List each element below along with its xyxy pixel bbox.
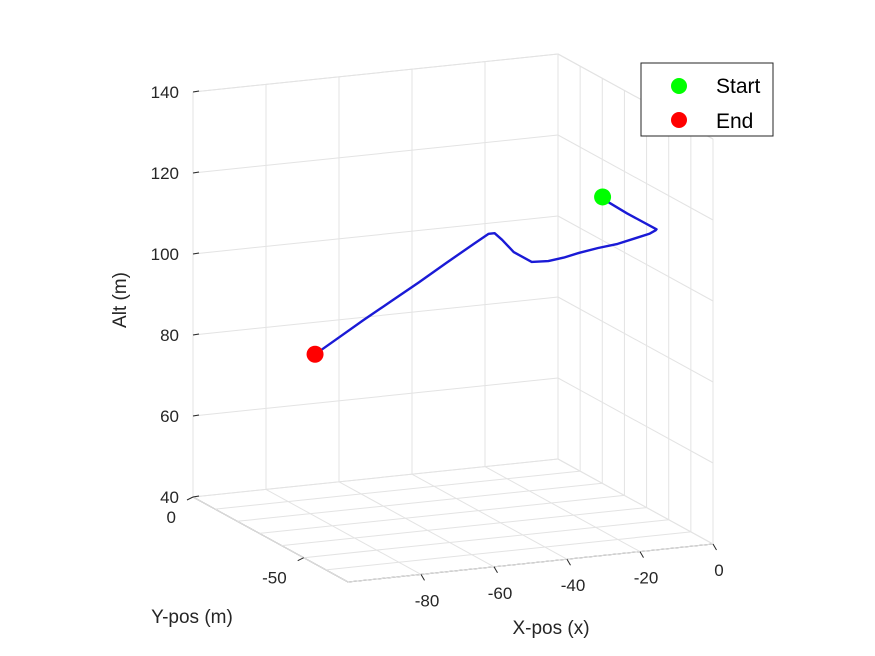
back-wall-gridline-z	[192, 134, 559, 174]
floor-gridline-y	[281, 507, 647, 547]
legend-entry-start: Start	[671, 75, 761, 98]
z-tick-label: 140	[151, 83, 179, 102]
y-tick-label: 0	[167, 508, 176, 527]
floor-gridline-x	[192, 496, 349, 583]
side-wall-gridline-z	[557, 458, 714, 545]
end-point-marker	[306, 345, 324, 363]
z-tick-mark	[192, 333, 200, 336]
data-markers	[306, 188, 612, 363]
floor-gridline-x	[484, 466, 641, 553]
floor-gridline-x	[411, 473, 568, 560]
y-tick-label: -50	[262, 569, 287, 588]
z-axis-tick-labels: 40 60 80 100 120 140	[151, 83, 179, 507]
legend-end-label: End	[716, 110, 753, 133]
floor-gridline-y	[303, 519, 669, 559]
side-wall-gridline-z	[557, 296, 714, 383]
x-tick-label: 0	[714, 561, 723, 580]
floor-gridline-y	[259, 494, 625, 534]
legend: Start End	[640, 62, 774, 137]
z-tick-label: 80	[160, 326, 179, 345]
x-tick-mark	[493, 566, 498, 574]
z-tick-label: 60	[160, 407, 179, 426]
floor-gridline-y	[325, 531, 691, 571]
x-tick-mark	[712, 543, 717, 551]
x-tick-mark	[639, 551, 644, 558]
legend-start-label: Start	[716, 75, 761, 98]
x-tick-mark	[566, 558, 571, 566]
side-wall-gridline-z	[557, 377, 714, 464]
y-axis-label: Y-pos (m)	[151, 607, 233, 628]
x-tick-label: -80	[415, 591, 440, 610]
start-point-marker	[594, 188, 612, 206]
z-tick-mark	[192, 171, 200, 174]
x-axis-tick-labels: -80 -60 -40 -20 0	[415, 561, 724, 610]
y-tick-mark	[297, 557, 304, 562]
floor-gridline-y	[215, 470, 581, 510]
z-tick-label: 40	[160, 488, 179, 507]
y-axis-tick-labels: 0 -50	[167, 508, 287, 588]
floor-gridline-y	[237, 482, 603, 522]
floor-gridline-y	[347, 543, 714, 583]
z-tick-label: 120	[151, 164, 179, 183]
floor-gridline-x	[338, 481, 495, 568]
z-tick-mark	[192, 252, 200, 255]
legend-entry-end: End	[671, 110, 753, 133]
x-tick-label: -60	[488, 584, 513, 603]
legend-box	[640, 62, 774, 137]
legend-start-marker	[671, 78, 687, 94]
x-tick-label: -40	[561, 576, 586, 595]
trajectory-line	[313, 195, 658, 356]
floor-gridline-x	[265, 488, 422, 575]
grid	[192, 53, 714, 583]
back-wall-gridline-z	[192, 215, 559, 255]
back-wall-gridline-z	[192, 377, 559, 417]
side-wall-gridline-z	[557, 134, 714, 221]
y-tick-mark	[186, 496, 194, 501]
axis-ticks	[186, 90, 717, 581]
z-tick-mark	[192, 414, 200, 417]
data-series	[313, 195, 658, 356]
plot-area	[186, 53, 717, 583]
z-tick-mark	[192, 495, 200, 498]
x-tick-label: -20	[634, 569, 659, 588]
z-tick-mark	[192, 90, 200, 93]
z-axis-label: Alt (m)	[110, 272, 131, 328]
x-tick-mark	[420, 574, 425, 581]
back-wall-gridline-z	[192, 296, 559, 336]
back-wall-gridline-z	[192, 53, 559, 93]
legend-end-marker	[671, 112, 687, 128]
side-wall-gridline-z	[557, 215, 714, 302]
back-wall-gridline-z	[192, 458, 559, 498]
x-axis-label: X-pos (x)	[512, 618, 589, 639]
z-tick-label: 100	[151, 245, 179, 264]
